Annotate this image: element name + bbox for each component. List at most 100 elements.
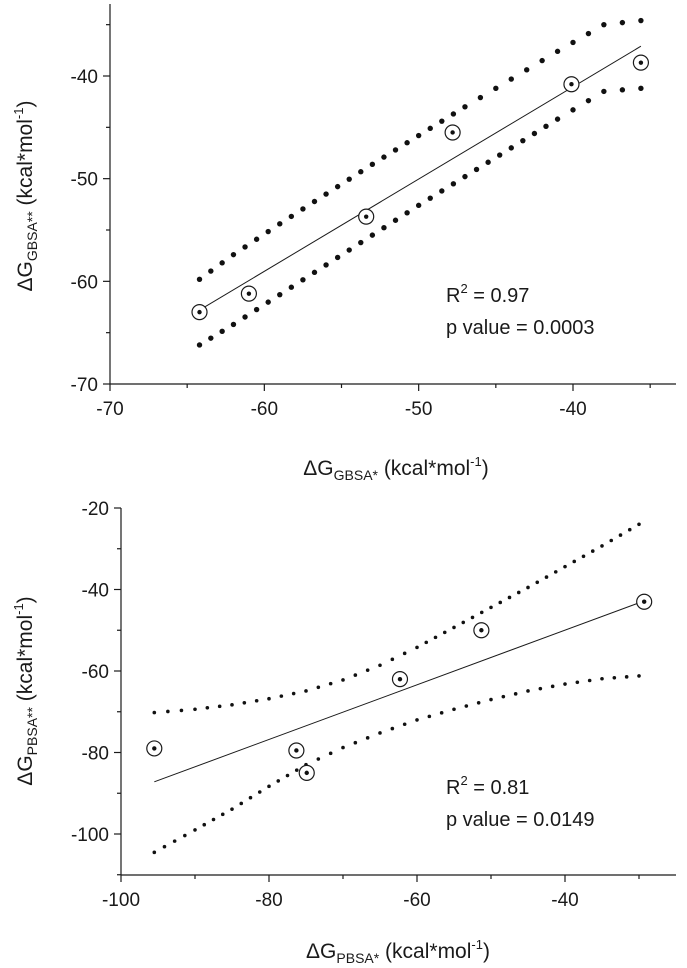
top-ci-lower-dot [554, 116, 561, 122]
top-data-point [358, 208, 375, 225]
bottom-ci-upper-dot [179, 708, 184, 713]
bottom-ci-upper-dot [390, 657, 395, 662]
top-r2-annotation: R2 = 0.97 [446, 281, 529, 307]
top-x-tick-label: -50 [405, 399, 432, 420]
bottom-ci-upper-dot [353, 673, 358, 677]
top-ci-upper-dot [392, 147, 399, 153]
bottom-ci-lower-dot [211, 817, 216, 822]
top-ci-lower-dot [381, 224, 387, 231]
bottom-y-tick-label: -100 [71, 825, 109, 846]
bottom-ci-upper-dot [433, 635, 438, 640]
top-ci-lower-dot [585, 97, 592, 104]
top-ci-lower-dot [485, 159, 491, 165]
bottom-ci-upper-dot [535, 580, 540, 585]
top-ci-lower-dot [242, 314, 248, 320]
top-ci-upper-dot [369, 161, 376, 167]
bottom-ci-lower-dot [341, 745, 345, 750]
top-ci-upper-dot [277, 221, 283, 227]
bottom-ci-lower-dot [230, 807, 234, 811]
bottom-x-tick-label: -40 [551, 890, 578, 911]
bottom-ci-upper-dot [637, 522, 641, 527]
bottom-ci-lower-dot [378, 731, 382, 735]
bottom-ci-upper-dot [609, 538, 614, 543]
bottom-ci-upper-dot [461, 620, 466, 625]
top-ci-upper-dot [311, 198, 318, 205]
bottom-ci-upper-dot [479, 610, 484, 615]
top-data-point-center [197, 309, 202, 315]
top-ci-lower-dot [462, 173, 468, 180]
bottom-ci-lower-dot [239, 801, 244, 806]
bottom-ci-upper-dot [402, 651, 407, 656]
bottom-ci-lower-dot [193, 828, 197, 832]
top-ci-upper-dot [404, 140, 410, 146]
top-data-point [563, 76, 580, 93]
bottom-data-point-center [479, 628, 484, 633]
bottom-ci-upper-dot [166, 709, 170, 714]
top-ci-lower-dot [508, 145, 514, 151]
top-ci-lower-dot [300, 277, 306, 283]
top-ci-upper-dot [450, 111, 457, 117]
top-ci-upper-dot [477, 94, 484, 101]
top-ci-upper-dot [288, 213, 295, 220]
top-ci-lower-dot [323, 262, 329, 268]
bottom-tick-labels: -100 -80 -60 -40 -20 -100 -80 -60 -40 [71, 499, 579, 911]
top-ci-upper-dot [619, 19, 626, 26]
top-ci-lower-dot [311, 269, 318, 276]
top-ci-upper-dot [230, 251, 237, 258]
bottom-ci-upper-dot [424, 640, 429, 645]
top-data-point-center [638, 60, 644, 65]
bottom-ci-upper-dot [415, 645, 419, 650]
top-ci-upper-dot [638, 17, 644, 24]
top-ci-lower-dot [346, 247, 352, 253]
bottom-ci-lower-dot [162, 844, 167, 849]
top-data-point [240, 285, 257, 302]
bottom-ci-upper-dot [378, 663, 382, 668]
top-ci-lower-dot [369, 232, 376, 238]
top-ci-upper-dot [585, 30, 592, 37]
top-ci-lower-dot [638, 85, 644, 92]
bottom-ci-lower-dot [390, 726, 395, 731]
bottom-ci-lower-dot [575, 680, 580, 685]
top-ci-upper-dot [427, 125, 433, 132]
top-y-axis-label: ΔGGBSA** (kcal*mol-1) [11, 101, 40, 292]
bottom-ci-upper-dot [291, 691, 296, 696]
bottom-ci-upper-dot [600, 544, 604, 548]
top-ci-lower-dot [619, 87, 626, 93]
bottom-data-point [636, 593, 653, 610]
bottom-y-tick-label: -40 [82, 581, 109, 602]
top-ci-upper-dot [265, 228, 271, 235]
bottom-y-axis-label: ΔGPBSA** (kcal*mol-1) [11, 596, 40, 785]
bottom-data-point-center [397, 676, 403, 682]
top-ci-upper-dot [570, 39, 576, 46]
top-ci-lower-dot [253, 306, 260, 313]
top-x-tick-label: -70 [96, 399, 123, 420]
top-ci-lower-dot [427, 195, 433, 201]
bottom-p-value-annotation: p value = 0.0149 [446, 809, 594, 831]
top-data-point-center [363, 214, 369, 219]
bottom-ci-lower-dot [202, 822, 207, 827]
top-data-point-center [450, 130, 455, 135]
top-ci-upper-dot [462, 104, 468, 110]
top-ci-lower-dot [219, 328, 225, 334]
top-ci-upper-dot [439, 118, 445, 124]
bottom-ci-upper-dot [572, 559, 577, 564]
top-ci-upper-dot [242, 244, 248, 250]
bottom-ci-upper-dot [341, 678, 345, 682]
top-ci-upper-dot [493, 85, 499, 92]
bottom-ci-upper-dot [498, 600, 503, 605]
bottom-ci-upper-dot [452, 625, 456, 630]
top-ci-lower-dot [531, 130, 538, 137]
bottom-ci-upper-dot [267, 696, 271, 701]
bottom-ci-upper-dot [254, 698, 259, 703]
top-ci-upper-dot [554, 48, 561, 55]
bottom-ci-upper-dot [230, 703, 234, 707]
top-data-point [632, 54, 650, 71]
top-ci-upper-dot [508, 76, 514, 82]
top-ci-lower-dot [208, 335, 214, 341]
top-ci-upper-dot [300, 206, 306, 212]
bottom-ci-lower-dot [526, 689, 530, 693]
bottom-data-point [298, 764, 315, 781]
bottom-ci-upper-dot [516, 590, 521, 595]
bottom-ci-upper-dot [627, 527, 632, 532]
top-ci-upper-dot [196, 276, 203, 282]
